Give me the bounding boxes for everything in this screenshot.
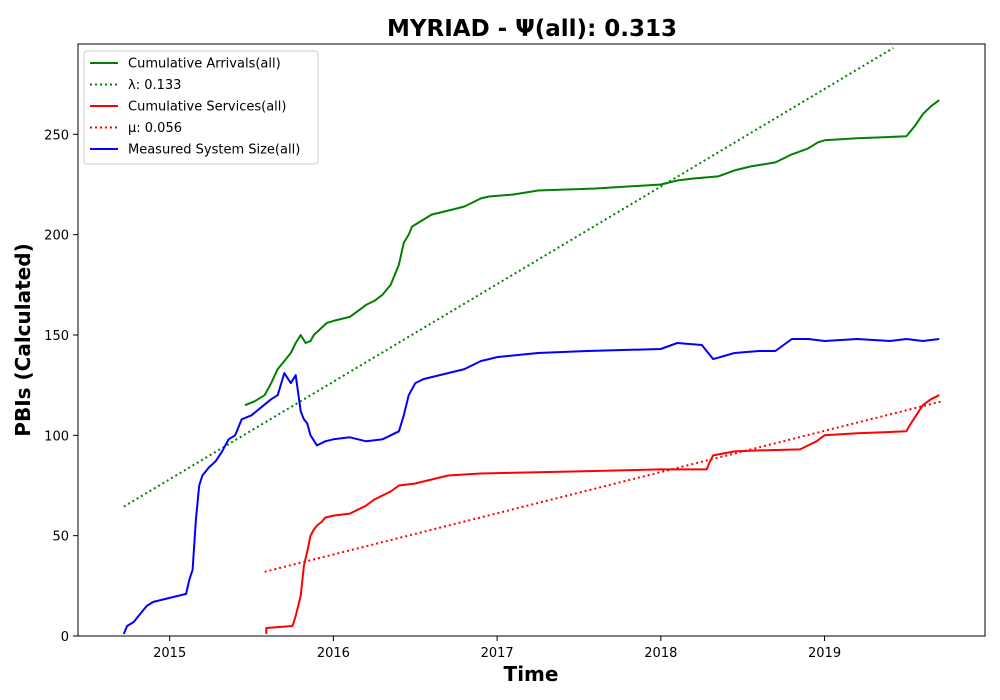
legend-box [83,50,319,165]
plot-frame [77,43,986,637]
legend-entry: Cumulative Services(all) [128,100,286,115]
legend: Cumulative Arrivals(all) λ: 0.133 Cumulati… [83,50,319,165]
x-tick-label: 2015 [153,646,186,661]
y-tick-label: 0 [61,630,69,645]
legend-entry: μ: 0.056 [128,121,182,136]
x-tick-label: 2018 [644,646,677,661]
y-axis: 0 50 100 150 200 250 [44,128,78,645]
series-line-4 [122,338,940,635]
y-tick-label: 250 [44,128,69,143]
x-axis: 2015 2016 2017 2018 2019 [153,636,841,661]
series-layer [122,47,943,635]
series-line-1 [123,47,894,508]
y-tick-label: 100 [44,429,69,444]
series-line-2 [265,394,940,634]
x-tick-label: 2016 [317,646,350,661]
y-tick-label: 50 [52,530,69,545]
x-axis-title: Time [504,662,559,686]
chart-title: MYRIAD - Ψ(all): 0.313 [387,16,677,42]
y-tick-label: 150 [44,329,69,344]
x-tick-label: 2017 [481,646,514,661]
series-line-0 [244,99,940,407]
y-axis-title: PBIs (Calculated) [11,243,35,436]
y-tick-label: 200 [44,229,69,244]
legend-entry: Measured System Size(all) [128,143,300,158]
x-tick-label: 2019 [808,646,841,661]
legend-entry: λ: 0.133 [128,78,181,93]
series-line-3 [264,400,943,573]
legend-entry: Cumulative Arrivals(all) [128,57,281,72]
